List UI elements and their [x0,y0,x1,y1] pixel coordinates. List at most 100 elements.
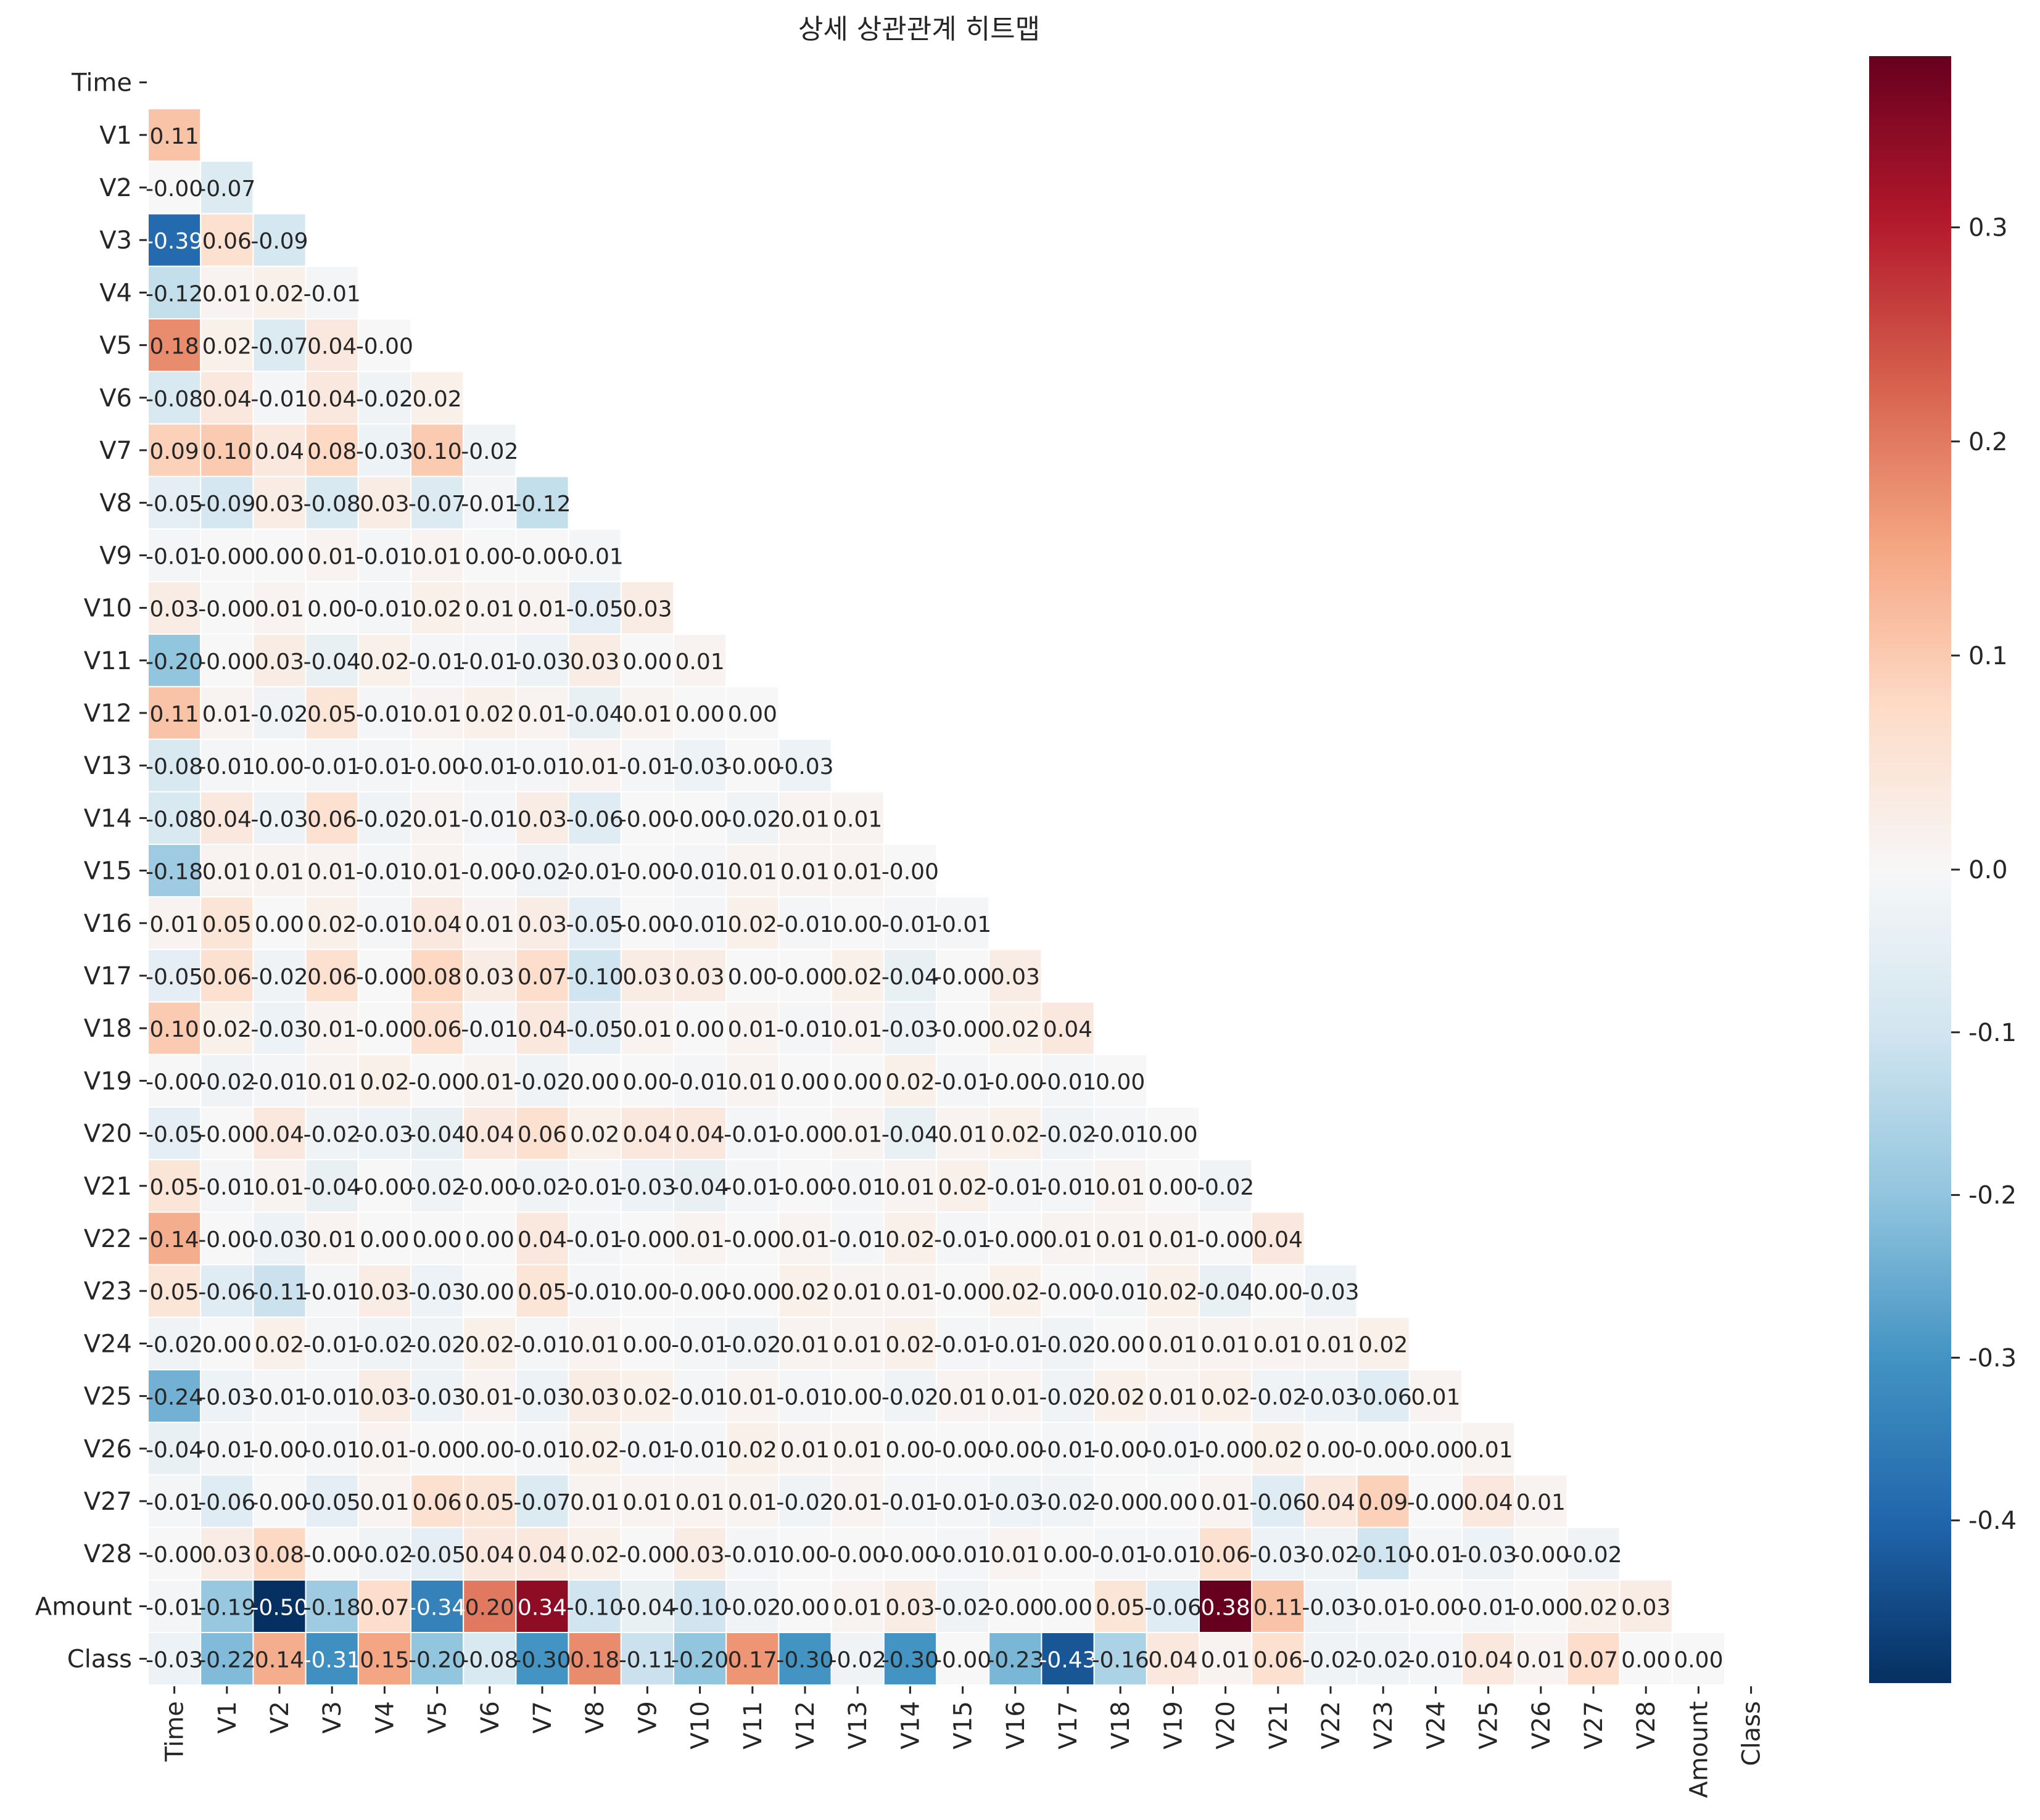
heatmap-cell [1461,1422,1516,1476]
cell-value-label: 0.01 [1201,1332,1250,1357]
cell-value-label: -0.03 [986,1490,1044,1515]
cell-value-label: -0.03 [250,807,308,832]
heatmap-cell [252,633,307,688]
colorbar-tick-label: 0.3 [1968,214,2008,242]
cell-value-label: -0.02 [829,1648,886,1673]
cell-value-label: 0.01 [622,702,672,727]
cell-value-label: -0.00 [356,1017,413,1042]
heatmap-cell [673,1106,727,1161]
cell-value-label: -0.04 [882,965,939,990]
cell-value-label: 0.01 [728,860,777,885]
cell-value-label: -0.00 [986,1595,1044,1620]
heatmap-cell [305,423,359,477]
cell-value-label: -0.01 [671,860,729,885]
y-tick-label: V1 [99,121,132,150]
heatmap-cell [1093,1526,1147,1581]
cell-value-label: 0.00 [413,1227,462,1253]
cell-value-label: 0.02 [307,912,357,937]
cell-value-label: 0.01 [1096,1175,1145,1200]
cell-value-label: -0.00 [356,334,413,360]
cell-value-label: 0.00 [1621,1648,1670,1673]
cell-value-label: 0.06 [307,965,357,990]
heatmap-cell [1356,1316,1410,1371]
heatmap-cell [147,896,202,950]
cell-value-label: 0.01 [307,1017,357,1042]
heatmap-cell [1303,1526,1358,1581]
cell-value-label: 0.00 [255,912,304,937]
heatmap-cell [778,1159,832,1213]
y-tick-label: V11 [84,647,132,675]
heatmap-cell [252,1632,307,1686]
cell-value-label: -0.00 [724,754,781,780]
cell-value-label: -0.06 [566,807,624,832]
cell-value-label: -0.10 [566,965,624,990]
heatmap-cell [200,581,254,635]
heatmap-cell [305,265,359,319]
heatmap-cell [357,1106,411,1161]
cell-value-label: 0.01 [570,754,619,780]
x-tick-label: V13 [844,1701,872,1749]
heatmap-cell [1514,1526,1568,1581]
heatmap-cell [988,1211,1043,1266]
cell-value-label: 0.01 [307,1069,357,1095]
cell-value-label: -0.00 [250,1490,308,1515]
cell-value-label: 0.01 [465,1069,514,1095]
heatmap-cell [620,791,674,846]
cell-value-label: 0.11 [150,124,199,149]
cell-value-label: 0.00 [1148,1490,1197,1515]
cell-value-label: 0.02 [885,1227,935,1253]
heatmap-cell [1199,1422,1253,1476]
cell-value-label: -0.02 [1039,1122,1096,1148]
cell-value-label: -0.03 [356,1122,413,1148]
heatmap-cell [1146,1159,1200,1213]
heatmap-cell [1303,1579,1358,1634]
x-tick-label: V8 [581,1701,609,1734]
heatmap-cell [410,1159,465,1213]
cell-value-label: 0.02 [1358,1332,1408,1357]
cell-value-label: -0.02 [1564,1542,1622,1568]
heatmap-cell [463,1632,517,1686]
heatmap-cell [1093,1474,1147,1528]
cell-value-label: -0.01 [566,1280,624,1305]
cell-value-label: -0.12 [513,492,571,517]
cell-value-label: 0.00 [780,1069,830,1095]
cell-value-label: 0.00 [728,965,777,990]
cell-value-label: 0.00 [622,649,672,675]
cell-value-label: -0.04 [304,1175,361,1200]
cell-value-label: -0.01 [250,387,308,412]
cell-value-label: -0.00 [934,1648,991,1673]
heatmap-cell [357,1001,411,1055]
cell-value-label: -0.00 [1407,1490,1464,1515]
cell-value-label: -0.01 [934,912,991,937]
heatmap-cell [200,738,254,793]
cell-value-label: -0.10 [671,1595,729,1620]
x-tick-label: Amount [1685,1701,1713,1798]
heatmap-cell [252,1211,307,1266]
heatmap-cell [1199,1211,1253,1266]
cell-value-label: -0.07 [408,492,466,517]
heatmap-cell [147,108,202,162]
cell-value-label: -0.02 [146,1332,203,1357]
x-tick-label: V16 [1002,1701,1030,1749]
cell-value-label: 0.04 [465,1122,514,1148]
cell-value-label: -0.00 [934,1438,991,1463]
cell-value-label: -0.03 [1302,1385,1359,1410]
cell-value-label: 0.00 [1096,1069,1145,1095]
heatmap-cell [988,1159,1043,1213]
x-tick-label: V4 [371,1701,399,1734]
heatmap-cell [1093,1211,1147,1266]
heatmap-cell [1356,1632,1410,1686]
colorbar-tick-label: -0.2 [1968,1182,2017,1210]
cell-value-label: 0.02 [1096,1385,1145,1410]
cell-value-label: 0.11 [150,702,199,727]
cell-value-label: -0.01 [776,1017,833,1042]
heatmap-cell [357,423,411,477]
x-tick-label: V26 [1527,1701,1556,1749]
cell-value-label: -0.05 [566,912,624,937]
heatmap-cell [725,1211,780,1266]
cell-value-label: 0.04 [1148,1648,1197,1673]
cell-value-label: 0.04 [413,912,462,937]
cell-value-label: -0.01 [829,1227,886,1253]
heatmap-cell [620,686,674,740]
cell-value-label: 0.02 [202,334,252,360]
